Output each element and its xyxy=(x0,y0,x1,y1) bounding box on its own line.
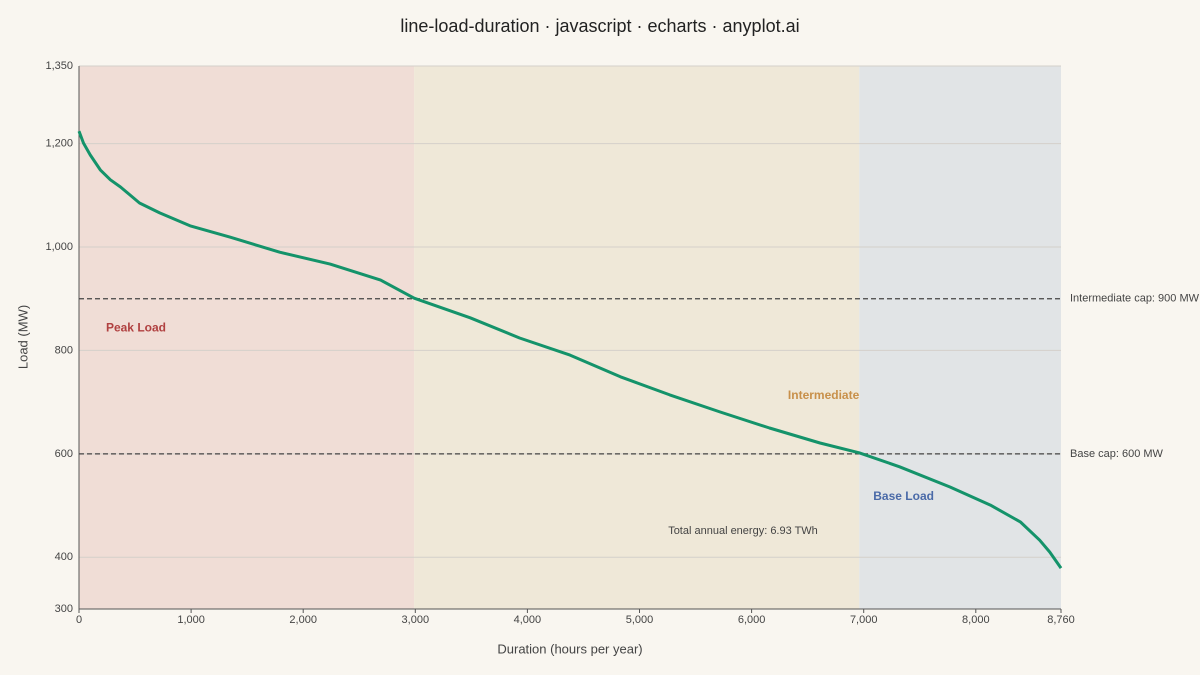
y-tick-label: 1,350 xyxy=(45,60,73,72)
reference-label: Intermediate cap: 900 MW xyxy=(1070,293,1200,305)
y-axis-title: Load (MW) xyxy=(15,305,30,369)
band-label: Base Load xyxy=(873,489,934,503)
reference-label: Base cap: 600 MW xyxy=(1070,448,1164,460)
x-tick-label: 8,760 xyxy=(1047,614,1075,626)
y-tick-label: 800 xyxy=(55,344,73,356)
band xyxy=(79,66,415,609)
y-tick-label: 400 xyxy=(55,551,73,563)
x-axis-title: Duration (hours per year) xyxy=(497,641,642,656)
x-tick-label: 3,000 xyxy=(402,614,430,626)
y-tick-label: 1,200 xyxy=(45,137,73,149)
load-line xyxy=(77,130,1063,569)
x-tick-label: 6,000 xyxy=(738,614,766,626)
chart-title: line-load-duration · javascript · echart… xyxy=(400,16,799,36)
band xyxy=(859,66,1061,609)
y-tick-label: 1,000 xyxy=(45,241,73,253)
x-tick-label: 2,000 xyxy=(289,614,317,626)
band-label: Intermediate xyxy=(788,388,860,402)
x-tick-label: 1,000 xyxy=(177,614,205,626)
x-tick-label: 5,000 xyxy=(626,614,654,626)
band-label: Peak Load xyxy=(106,320,166,334)
x-tick-label: 7,000 xyxy=(850,614,878,626)
x-tick-label: 8,000 xyxy=(962,614,990,626)
x-tick-label: 4,000 xyxy=(514,614,542,626)
y-tick-label: 600 xyxy=(55,448,73,460)
annotation: Total annual energy: 6.93 TWh xyxy=(668,525,818,537)
x-tick-label: 0 xyxy=(76,614,82,626)
y-tick-label: 300 xyxy=(55,603,73,615)
band xyxy=(414,66,860,609)
